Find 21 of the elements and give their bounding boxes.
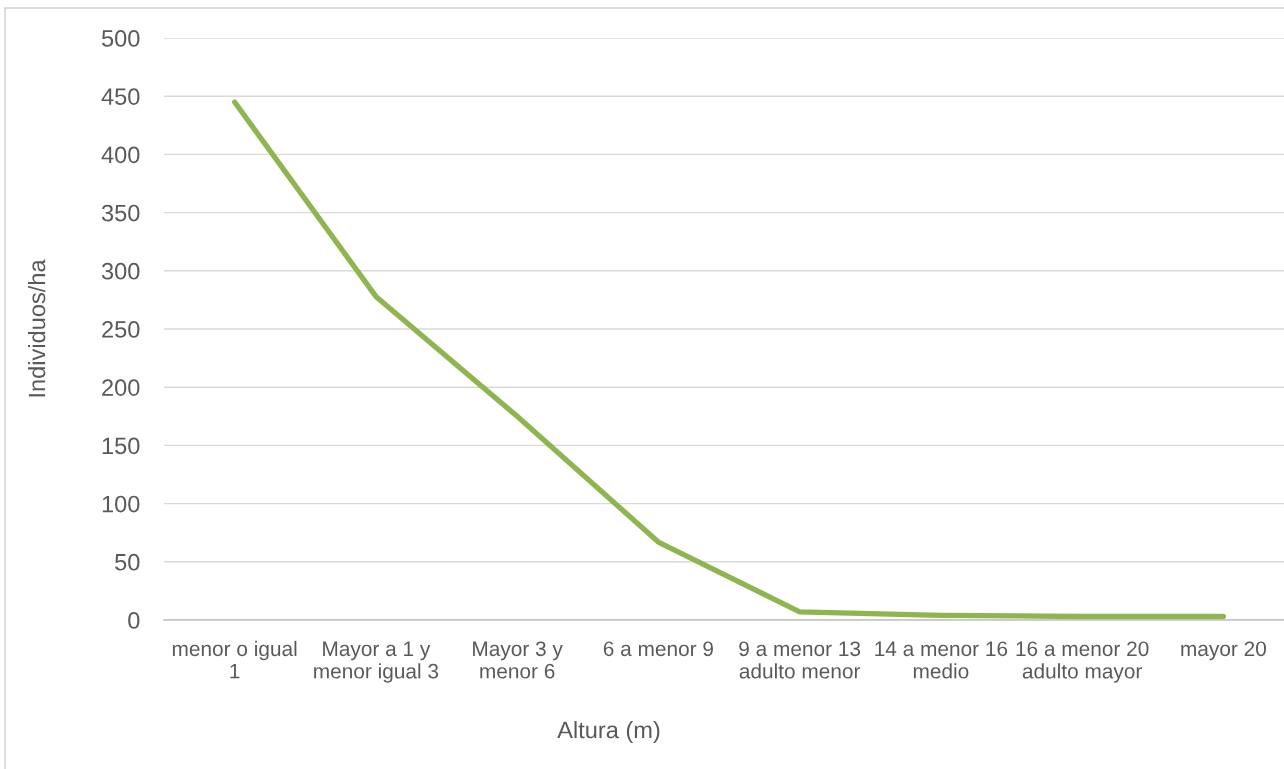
- y-axis-title: Individuos/ha: [27, 259, 46, 397]
- y-tick-label: 500: [101, 30, 140, 47]
- x-tick-label: menor o igual 1: [172, 640, 297, 679]
- y-tick-label: 200: [102, 379, 140, 396]
- y-tick-label: 100: [102, 495, 140, 513]
- y-tick-label: 50: [115, 553, 140, 571]
- x-axis-title: Altura (m): [557, 721, 660, 743]
- x-tick-label: 9 a menor 13 adulto menor: [739, 641, 861, 679]
- y-tick-label: 400: [101, 146, 140, 164]
- y-tick-label: 250: [102, 321, 140, 338]
- x-tick-label: Mayor 3 y menor 6: [473, 641, 563, 679]
- x-tick-label: 16 a menor 20 adulto mayor: [1016, 641, 1149, 683]
- y-tick-label: 350: [101, 204, 140, 222]
- y-tick-label: 0: [128, 612, 140, 629]
- y-tick-label: 150: [102, 437, 140, 455]
- y-tick-label: 300: [101, 262, 140, 280]
- x-tick-label: 14 a menor 16 medio: [875, 641, 1008, 679]
- x-tick-label: 6 a menor 9: [603, 641, 713, 657]
- x-tick-label: mayor 20: [1181, 641, 1266, 661]
- x-tick-label: Mayor a 1 y menor igual 3: [314, 641, 439, 683]
- y-tick-label: 450: [101, 88, 140, 105]
